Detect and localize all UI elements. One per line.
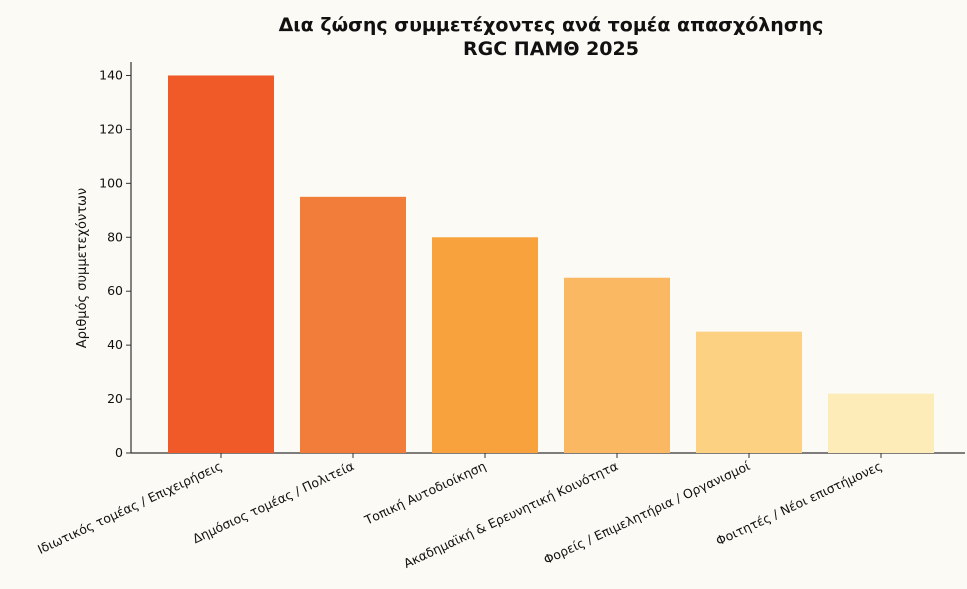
y-axis: 0 20 40 60 80 100 120 140 (99, 67, 131, 460)
bars-group (168, 75, 934, 454)
y-tick-label: 100 (99, 175, 123, 190)
x-tick-label: Ακαδημαϊκή & Ερευνητική Κοινότητα (401, 458, 620, 571)
y-tick-label: 0 (115, 445, 123, 460)
y-tick-label: 20 (107, 391, 123, 406)
bar (696, 331, 802, 453)
y-tick-label: 60 (107, 283, 123, 298)
bar (564, 277, 670, 453)
y-axis-label: Αριθμός συμμετεχόντων (75, 188, 90, 348)
bar (828, 393, 934, 453)
x-axis: Ιδιωτικός τομέας / ΕπιχειρήσειςΔημόσιος … (35, 453, 884, 571)
chart-subtitle: RGC ΠΑΜΘ 2025 (463, 38, 639, 60)
y-tick-label: 40 (107, 337, 123, 352)
bar (300, 196, 406, 454)
bar (432, 237, 538, 453)
x-tick-label: Φορείς / Επιμελητήρια / Οργανισμοί (541, 458, 753, 567)
chart-title: Δια ζώσης συμμετέχοντες ανά τομέα απασχό… (279, 14, 824, 36)
y-tick-label: 120 (99, 121, 123, 136)
y-tick-label: 140 (99, 67, 123, 82)
bar (168, 75, 274, 453)
y-tick-label: 80 (107, 229, 123, 244)
x-tick-label: Τοπική Αυτοδιοίκηση (361, 458, 488, 528)
